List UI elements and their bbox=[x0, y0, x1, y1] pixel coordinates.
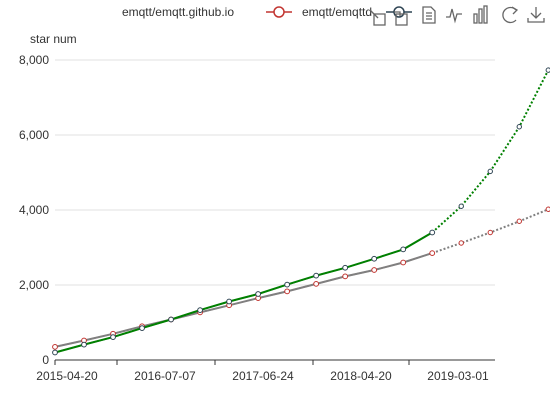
series-trend-line bbox=[54, 231, 433, 354]
data-point bbox=[110, 334, 116, 341]
forecast-point bbox=[545, 67, 550, 73]
data-point bbox=[429, 229, 436, 236]
restore-icon[interactable] bbox=[502, 6, 519, 24]
axes: 0 2,000 4,000 6,000 8,000 2015-04-20 2016-07-0… bbox=[19, 53, 495, 383]
data-point bbox=[342, 273, 349, 280]
data-point bbox=[197, 307, 203, 314]
y-tick-label: 2,000 bbox=[19, 278, 49, 292]
data-point bbox=[139, 325, 145, 332]
x-tick-label: 2018-04-20 bbox=[330, 369, 392, 383]
y-axis-label: star num bbox=[30, 32, 77, 46]
x-tick-label: 2019-03-01 bbox=[427, 369, 489, 383]
grid-lines bbox=[55, 59, 495, 286]
data-point bbox=[81, 341, 87, 348]
x-tick-label: 2016-07-07 bbox=[134, 369, 196, 383]
y-tick-label: 0 bbox=[42, 353, 49, 367]
data-point bbox=[371, 255, 378, 262]
data-point bbox=[313, 280, 320, 287]
line-chart-icon[interactable] bbox=[446, 8, 462, 24]
save-image-icon[interactable] bbox=[527, 7, 545, 23]
data-point bbox=[429, 250, 436, 257]
data-point bbox=[371, 267, 378, 273]
data-point bbox=[226, 298, 233, 305]
data-point bbox=[255, 291, 262, 297]
legend[interactable]: emqtt/emqtt.github.io emqtt/emqttd bbox=[122, 5, 412, 19]
toolbox bbox=[369, 5, 545, 26]
data-point bbox=[313, 272, 320, 279]
forecast-point bbox=[516, 218, 522, 224]
data-point bbox=[52, 343, 58, 350]
y-tick-label: 6,000 bbox=[19, 128, 49, 142]
forecast-point bbox=[516, 124, 522, 130]
data-point bbox=[52, 349, 58, 356]
data-view-icon[interactable] bbox=[422, 6, 436, 24]
x-tick-label: 2017-06-24 bbox=[232, 369, 294, 383]
bar-chart-icon[interactable] bbox=[473, 5, 488, 24]
data-point bbox=[284, 281, 291, 288]
data-point bbox=[284, 288, 291, 295]
forecast-point bbox=[458, 203, 464, 209]
forecast-point bbox=[458, 240, 464, 246]
legend-label[interactable]: emqtt/emqtt.github.io bbox=[122, 5, 234, 19]
forecast-point bbox=[487, 229, 493, 236]
legend-label[interactable]: emqtt/emqttd bbox=[302, 5, 372, 19]
forecast-point bbox=[487, 168, 493, 175]
data-point bbox=[342, 264, 349, 271]
data-point bbox=[168, 316, 174, 323]
series-forecast-line bbox=[431, 69, 550, 234]
forecast-point bbox=[545, 206, 550, 212]
y-tick-label: 4,000 bbox=[19, 203, 49, 217]
zoom-reset-icon[interactable] bbox=[394, 11, 408, 26]
series-trend-line bbox=[54, 252, 433, 348]
data-point bbox=[400, 246, 407, 253]
legend-item-github-io[interactable]: emqtt/emqtt.github.io bbox=[122, 5, 292, 19]
data-point bbox=[400, 259, 407, 266]
zoom-icon[interactable] bbox=[369, 9, 386, 26]
series-lines bbox=[52, 67, 550, 356]
x-tick-label: 2015-04-20 bbox=[36, 369, 98, 383]
y-tick-label: 8,000 bbox=[19, 53, 49, 67]
legend-marker-swatch bbox=[273, 6, 285, 18]
